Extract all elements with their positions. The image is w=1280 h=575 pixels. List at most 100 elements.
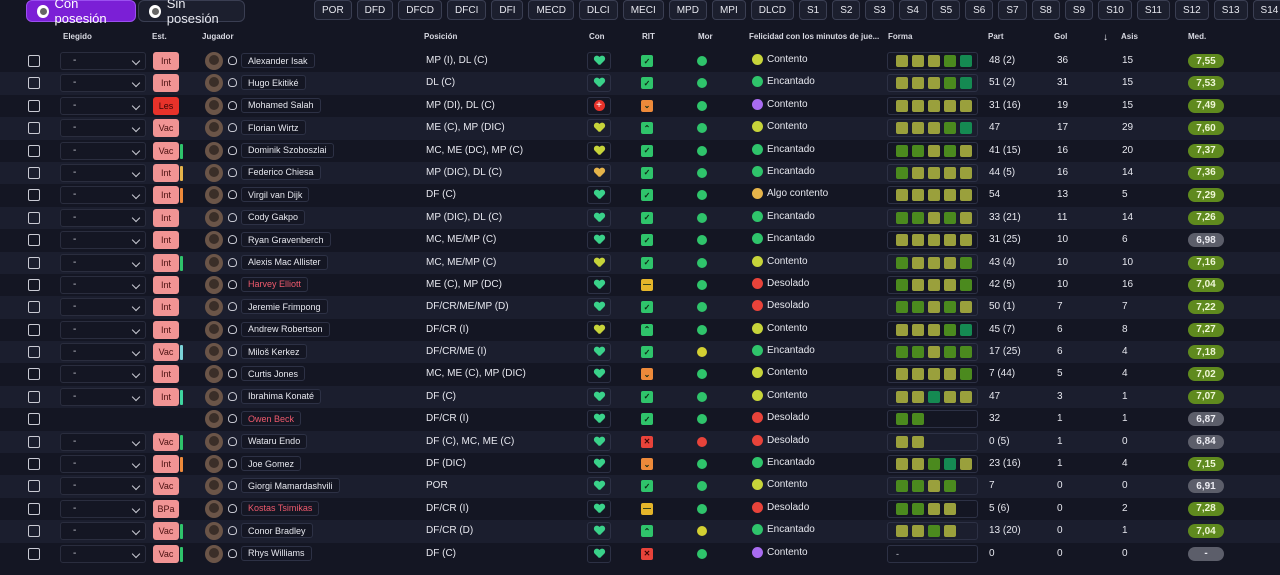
status-badge[interactable]: Int	[153, 74, 179, 93]
condition-cell[interactable]	[587, 499, 611, 518]
player-name[interactable]: Giorgi Mamardashvili	[241, 478, 340, 494]
form-cell[interactable]	[887, 298, 978, 317]
header-part[interactable]: Part	[988, 32, 1004, 41]
condition-cell[interactable]	[587, 208, 611, 227]
status-badge[interactable]: Int	[153, 455, 179, 474]
elegido-select[interactable]: -	[60, 74, 146, 93]
row-checkbox[interactable]	[28, 435, 40, 448]
condition-cell[interactable]	[587, 141, 611, 160]
header-gol[interactable]: Gol	[1054, 32, 1068, 41]
condition-cell[interactable]	[587, 477, 611, 496]
form-cell[interactable]	[887, 253, 978, 272]
player-name[interactable]: Conor Bradley	[241, 523, 313, 539]
player-name[interactable]: Ryan Gravenberch	[241, 232, 331, 248]
filter-s7[interactable]: S7	[998, 0, 1027, 20]
filter-s14[interactable]: S14	[1252, 0, 1280, 20]
elegido-select[interactable]: -	[60, 186, 146, 205]
row-checkbox[interactable]	[28, 547, 40, 560]
player-name[interactable]: Federico Chiesa	[241, 164, 321, 180]
form-cell[interactable]	[887, 477, 978, 496]
status-badge[interactable]: Les	[153, 96, 179, 115]
filter-s6[interactable]: S6	[965, 0, 994, 20]
condition-cell[interactable]	[587, 275, 611, 294]
header-elegido[interactable]: Elegido	[63, 32, 92, 41]
condition-cell[interactable]	[587, 298, 611, 317]
header-asis[interactable]: Asis	[1121, 32, 1138, 41]
form-cell[interactable]	[887, 74, 978, 93]
player-name[interactable]: Mohamed Salah	[241, 97, 321, 113]
elegido-select[interactable]: -	[60, 522, 146, 541]
condition-cell[interactable]	[587, 343, 611, 362]
filter-s12[interactable]: S12	[1174, 0, 1209, 20]
elegido-select[interactable]: -	[60, 275, 146, 294]
filter-dfcd[interactable]: DFCD	[398, 0, 443, 20]
form-cell[interactable]	[887, 522, 978, 541]
row-checkbox[interactable]	[28, 323, 40, 336]
elegido-select[interactable]: -	[60, 253, 146, 272]
filter-dlcd[interactable]: DLCD	[750, 0, 794, 20]
filter-s2[interactable]: S2	[832, 0, 861, 20]
condition-cell[interactable]: +	[587, 96, 611, 115]
status-badge[interactable]: Int	[153, 320, 179, 339]
form-cell[interactable]	[887, 141, 978, 160]
row-checkbox[interactable]	[28, 346, 40, 359]
form-cell[interactable]	[887, 163, 978, 182]
filter-s10[interactable]: S10	[1098, 0, 1132, 20]
condition-cell[interactable]	[587, 410, 611, 429]
elegido-select[interactable]: -	[60, 231, 146, 250]
condition-cell[interactable]	[587, 186, 611, 205]
status-badge[interactable]: Int	[153, 365, 179, 384]
form-cell[interactable]	[887, 275, 978, 294]
elegido-select[interactable]: -	[60, 96, 146, 115]
player-name[interactable]: Harvey Elliott	[241, 276, 309, 292]
row-checkbox[interactable]	[28, 458, 40, 471]
form-cell[interactable]	[887, 119, 978, 138]
player-name[interactable]: Ibrahima Konaté	[241, 388, 322, 404]
row-checkbox[interactable]	[28, 278, 40, 291]
tab-con-posesion[interactable]: Con posesión	[26, 0, 136, 26]
player-name[interactable]: Jeremie Frimpong	[241, 299, 328, 315]
player-name[interactable]: Andrew Robertson	[241, 321, 330, 337]
elegido-select[interactable]: -	[60, 544, 146, 563]
row-checkbox[interactable]	[28, 211, 40, 224]
header-forma[interactable]: Forma	[888, 32, 913, 41]
row-checkbox[interactable]	[28, 166, 40, 179]
filter-mpd[interactable]: MPD	[668, 0, 707, 20]
row-checkbox[interactable]	[28, 525, 40, 538]
status-badge[interactable]: Vac	[153, 522, 179, 541]
player-name[interactable]: Rhys Williams	[241, 545, 312, 561]
header-con[interactable]: Con	[589, 32, 605, 41]
status-badge[interactable]: Vac	[153, 477, 179, 496]
status-badge[interactable]: Int	[153, 52, 179, 70]
row-checkbox[interactable]	[28, 144, 40, 157]
form-cell[interactable]	[887, 320, 978, 339]
form-cell[interactable]	[887, 410, 978, 429]
filter-s5[interactable]: S5	[931, 0, 961, 20]
filter-dfd[interactable]: DFD	[356, 0, 394, 20]
elegido-select[interactable]: -	[60, 119, 146, 138]
row-checkbox[interactable]	[28, 99, 40, 112]
condition-cell[interactable]	[587, 163, 611, 182]
status-badge[interactable]: BPa	[153, 499, 179, 518]
form-cell[interactable]	[887, 52, 978, 70]
form-cell[interactable]	[887, 231, 978, 250]
row-checkbox[interactable]	[28, 189, 40, 202]
filter-s8[interactable]: S8	[1031, 0, 1060, 20]
status-badge[interactable]: Vac	[153, 119, 179, 138]
status-badge[interactable]: Int	[153, 275, 179, 294]
arrow-down-icon[interactable]: ↓	[1103, 32, 1108, 43]
filter-s13[interactable]: S13	[1213, 0, 1248, 20]
filter-s3[interactable]: S3	[865, 0, 894, 20]
filter-s1[interactable]: S1	[798, 0, 828, 20]
row-checkbox[interactable]	[28, 502, 40, 515]
elegido-select[interactable]: -	[60, 343, 146, 362]
condition-cell[interactable]	[587, 455, 611, 474]
status-badge[interactable]: Int	[153, 253, 179, 272]
form-cell[interactable]	[887, 186, 978, 205]
player-name[interactable]: Alexis Mac Allister	[241, 254, 328, 270]
filter-por[interactable]: POR	[314, 0, 352, 20]
condition-cell[interactable]	[587, 320, 611, 339]
filter-dlci[interactable]: DLCI	[578, 0, 618, 20]
elegido-select[interactable]: -	[60, 365, 146, 384]
row-checkbox[interactable]	[28, 390, 40, 403]
